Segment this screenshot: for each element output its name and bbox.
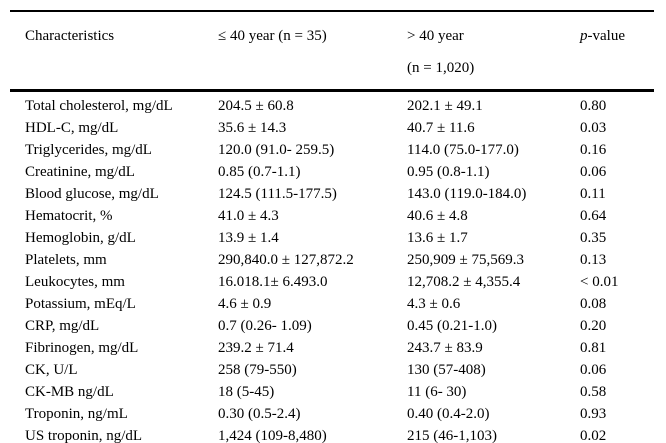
table-row: Triglycerides, mg/dL 120.0 (91.0- 259.5) 1…: [10, 139, 654, 161]
cell-p-value: < 0.01: [580, 274, 619, 290]
cell-characteristic: Platelets, mm: [25, 252, 107, 268]
cell-characteristic: Hematocrit, %: [25, 208, 113, 224]
table-row: Fibrinogen, mg/dL 239.2 ± 71.4 243.7 ± 83.…: [10, 337, 654, 359]
cell-gt40-value: 215 (46-1,103): [407, 428, 497, 443]
table-row: Troponin, ng/mL 0.30 (0.5-2.4) 0.40 (0.4-2…: [10, 403, 654, 425]
cell-le40-value: 13.9 ± 1.4: [218, 230, 279, 246]
cell-le40-value: 239.2 ± 71.4: [218, 340, 294, 356]
table-header-row: Characteristics ≤ 40 year (n = 35) > 40 …: [10, 11, 654, 92]
table-row: Hemoglobin, g/dL 13.9 ± 1.4 13.6 ± 1.7 0.35: [10, 227, 654, 249]
cell-p-value: 0.03: [580, 120, 607, 136]
cell-le40-value: 0.30 (0.5-2.4): [218, 406, 301, 422]
table-row: CK-MB ng/dL 18 (5-45) 11 (6- 30) 0.58: [10, 381, 654, 403]
table-row: Potassium, mEq/L 4.6 ± 0.9 4.3 ± 0.6 0.08: [10, 293, 654, 315]
cell-gt40-value: 40.7 ± 11.6: [407, 120, 475, 136]
cell-characteristic: HDL-C, mg/dL: [25, 120, 119, 136]
cell-le40-value: 290,840.0 ± 127,872.2: [218, 252, 354, 268]
cell-characteristic: Creatinine, mg/dL: [25, 164, 135, 180]
cell-p-value: 0.11: [580, 186, 606, 202]
cell-characteristic: Blood glucose, mg/dL: [25, 186, 159, 202]
cell-gt40-value: 250,909 ± 75,569.3: [407, 252, 524, 268]
cell-p-value: 0.16: [580, 142, 607, 158]
cell-gt40-value: 0.95 (0.8-1.1): [407, 164, 490, 180]
col-header-le40-group: ≤ 40 year (n = 35): [218, 11, 407, 92]
table-row: CK, U/L 258 (79-550) 130 (57-408) 0.06: [10, 359, 654, 381]
cell-p-value: 0.64: [580, 208, 607, 224]
cell-gt40-value: 4.3 ± 0.6: [407, 296, 461, 312]
table-row: Blood glucose, mg/dL 124.5 (111.5-177.5) 1…: [10, 183, 654, 205]
cell-le40-value: 1,424 (109-8,480): [218, 428, 327, 443]
cell-gt40-value: 12,708.2 ± 4,355.4: [407, 274, 521, 290]
table-row: CRP, mg/dL 0.7 (0.26- 1.09) 0.45 (0.21-1.0…: [10, 315, 654, 337]
col-header-gt40-group: > 40 year (n = 1,020): [407, 11, 580, 92]
col-header-pvalue: p-value: [580, 11, 654, 92]
table-row: HDL-C, mg/dL 35.6 ± 14.3 40.7 ± 11.6 0.03: [10, 117, 654, 139]
table-body: Total cholesterol, mg/dL 204.5 ± 60.8 202.…: [10, 91, 654, 443]
cell-le40-value: 120.0 (91.0- 259.5): [218, 142, 335, 158]
cell-p-value: 0.13: [580, 252, 607, 268]
cell-gt40-value: 0.45 (0.21-1.0): [407, 318, 497, 334]
col-header-gt40-line2: (n = 1,020): [407, 60, 475, 76]
cell-p-value: 0.02: [580, 428, 607, 443]
cell-characteristic: Fibrinogen, mg/dL: [25, 340, 139, 356]
cell-characteristic: Hemoglobin, g/dL: [25, 230, 136, 246]
cell-le40-value: 4.6 ± 0.9: [218, 296, 272, 312]
cell-le40-value: 0.7 (0.26- 1.09): [218, 318, 312, 334]
table-row: Leukocytes, mm 16.018.1± 6.493.0 12,708.2 …: [10, 271, 654, 293]
cell-p-value: 0.06: [580, 362, 607, 378]
cell-gt40-value: 202.1 ± 49.1: [407, 98, 483, 114]
cell-characteristic: CRP, mg/dL: [25, 318, 100, 334]
cell-gt40-value: 143.0 (119.0-184.0): [407, 186, 527, 202]
cell-gt40-value: 11 (6- 30): [407, 384, 467, 400]
cell-gt40-value: 114.0 (75.0-177.0): [407, 142, 519, 158]
characteristics-table: Characteristics ≤ 40 year (n = 35) > 40 …: [10, 10, 654, 443]
cell-gt40-value: 0.40 (0.4-2.0): [407, 406, 490, 422]
table-row: Total cholesterol, mg/dL 204.5 ± 60.8 202.…: [10, 91, 654, 118]
cell-p-value: 0.58: [580, 384, 607, 400]
table-row: Hematocrit, % 41.0 ± 4.3 40.6 ± 4.8 0.64: [10, 205, 654, 227]
cell-characteristic: CK, U/L: [25, 362, 78, 378]
cell-le40-value: 41.0 ± 4.3: [218, 208, 279, 224]
cell-characteristic: Triglycerides, mg/dL: [25, 142, 152, 158]
cell-le40-value: 18 (5-45): [218, 384, 275, 400]
cell-p-value: 0.35: [580, 230, 607, 246]
cell-le40-value: 35.6 ± 14.3: [218, 120, 287, 136]
cell-p-value: 0.06: [580, 164, 607, 180]
cell-characteristic: Troponin, ng/mL: [25, 406, 128, 422]
cell-gt40-value: 243.7 ± 83.9: [407, 340, 483, 356]
col-header-gt40-line1: > 40 year: [407, 28, 464, 44]
cell-le40-value: 204.5 ± 60.8: [218, 98, 294, 114]
cell-p-value: 0.93: [580, 406, 607, 422]
cell-gt40-value: 40.6 ± 4.8: [407, 208, 468, 224]
table-row: US troponin, ng/dL 1,424 (109-8,480) 215 (…: [10, 425, 654, 443]
cell-le40-value: 16.018.1± 6.493.0: [218, 274, 328, 290]
table-row: Creatinine, mg/dL 0.85 (0.7-1.1) 0.95 (0.8…: [10, 161, 654, 183]
table-row: Platelets, mm 290,840.0 ± 127,872.2 250,90…: [10, 249, 654, 271]
cell-p-value: 0.20: [580, 318, 607, 334]
cell-characteristic: Total cholesterol, mg/dL: [25, 98, 173, 114]
cell-p-value: 0.80: [580, 98, 607, 114]
table-header: Characteristics ≤ 40 year (n = 35) > 40 …: [10, 11, 654, 92]
col-header-characteristics: Characteristics: [10, 11, 218, 92]
cell-le40-value: 124.5 (111.5-177.5): [218, 186, 337, 202]
cell-gt40-value: 13.6 ± 1.7: [407, 230, 468, 246]
cell-p-value: 0.81: [580, 340, 607, 356]
cell-p-value: 0.08: [580, 296, 607, 312]
cell-characteristic: Leukocytes, mm: [25, 274, 125, 290]
cell-characteristic: US troponin, ng/dL: [25, 428, 143, 443]
cell-characteristic: CK-MB ng/dL: [25, 384, 114, 400]
cell-gt40-value: 130 (57-408): [407, 362, 486, 378]
cell-le40-value: 258 (79-550): [218, 362, 297, 378]
cell-le40-value: 0.85 (0.7-1.1): [218, 164, 301, 180]
cell-characteristic: Potassium, mEq/L: [25, 296, 136, 312]
